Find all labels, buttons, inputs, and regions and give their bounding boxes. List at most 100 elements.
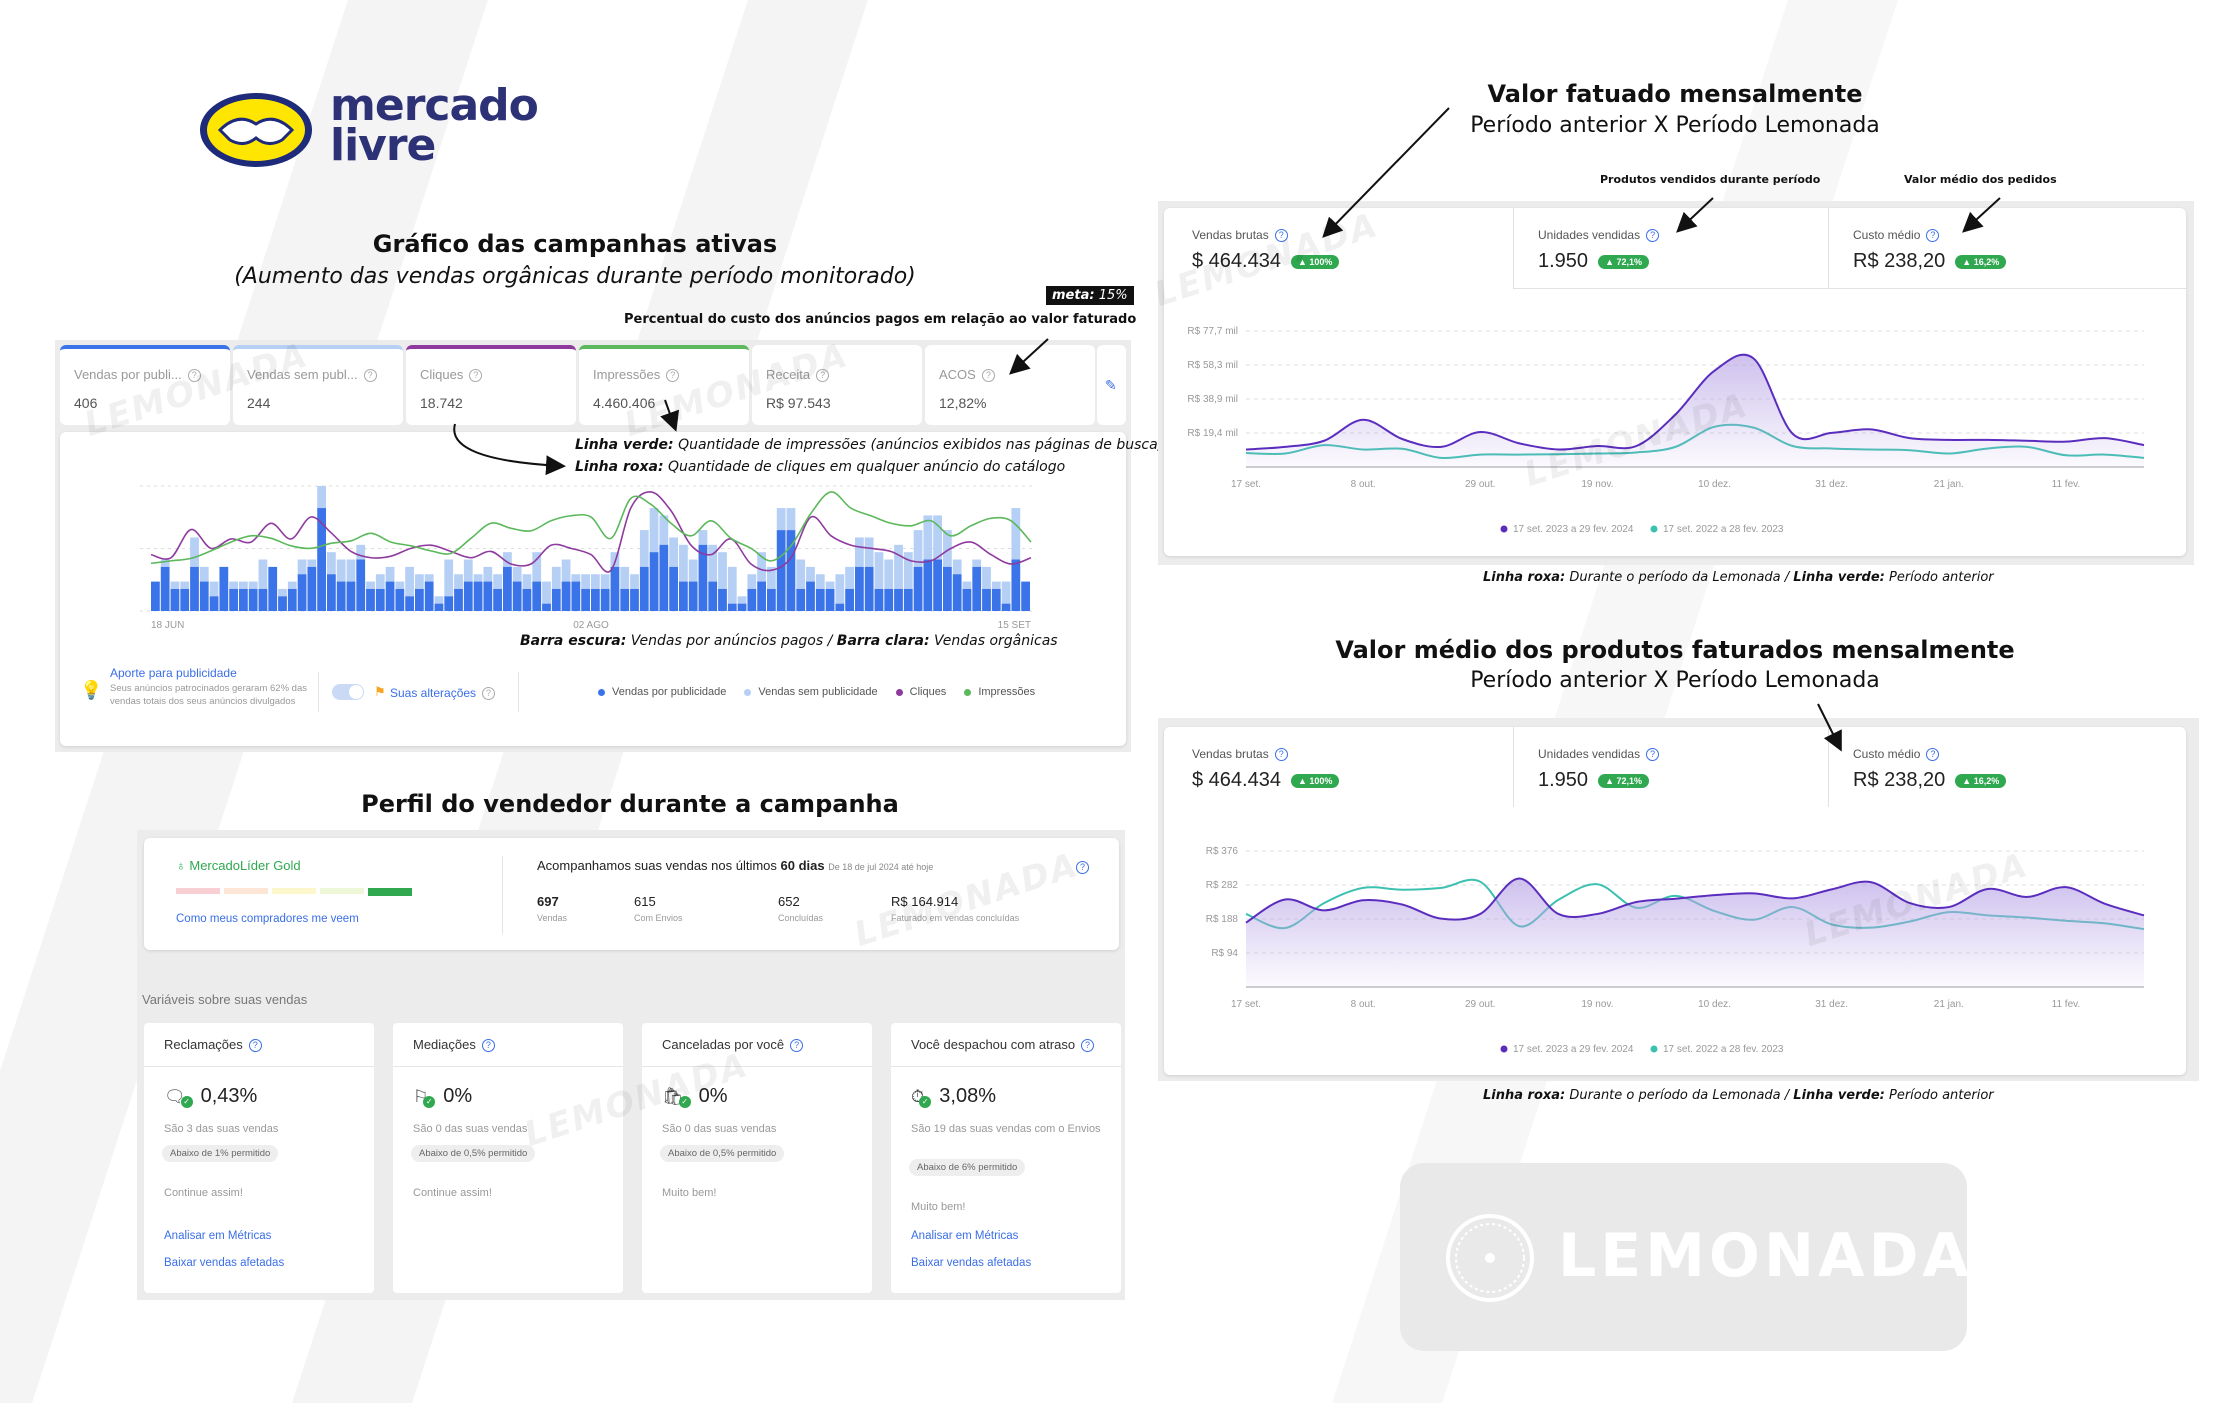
bar-paid [972, 566, 982, 611]
help-icon[interactable]: ? [1274, 748, 1288, 761]
help-icon[interactable]: ? [1926, 229, 1940, 242]
help-icon[interactable]: ? [481, 1039, 495, 1052]
bar-paid [180, 588, 190, 611]
kpi-label: Impressões? [593, 367, 680, 382]
help-icon[interactable]: ? [482, 687, 496, 700]
avg-value-chart: R$ 376 R$ 282 R$ 188 R$ 94 17 set. 8 out. 29 o… [1206, 846, 2145, 1055]
bar-paid [395, 588, 405, 611]
help-icon[interactable]: ? [1274, 229, 1288, 242]
help-icon[interactable]: ? [816, 369, 830, 382]
bar-organic [209, 581, 219, 597]
bar-paid [512, 581, 522, 611]
x-tick-label: 29 out. [1465, 999, 1496, 1010]
legend-item[interactable]: Impressões [964, 686, 1035, 698]
bar-organic [424, 574, 434, 582]
help-icon[interactable]: ? [187, 369, 201, 382]
bar-organic [483, 566, 493, 582]
bar-paid [561, 581, 571, 611]
bar-paid [346, 581, 356, 611]
kpi-card[interactable]: Cliques? 18.742 [406, 345, 576, 425]
legend-item[interactable]: Cliques [895, 686, 946, 698]
analyze-metrics-link[interactable]: Analisar em Métricas [164, 1230, 272, 1242]
reputation-segment [320, 888, 364, 894]
kpi-card[interactable]: Vendas sem publ...? 244 [233, 345, 403, 425]
bar-organic [835, 574, 845, 604]
legend-label: 17 set. 2023 a 29 fev. 2024 [1513, 1044, 1634, 1055]
variable-card: Você despachou com atraso? ⏱ ✓ 3,08% São 19 … [891, 1023, 1121, 1293]
legend-item[interactable]: Vendas por publicidade [598, 686, 726, 698]
bar-organic [463, 559, 473, 582]
bar-organic [297, 559, 307, 575]
avg-title: Valor médio dos produtos faturados mensa… [1335, 636, 2015, 664]
x-tick-label: 8 out. [1351, 479, 1376, 490]
seller-summary-card: ♁ MercadoLíder Gold Como meus compradore… [144, 838, 1119, 950]
bar-organic [649, 508, 659, 553]
bar-organic [727, 566, 737, 604]
kpi-card[interactable]: ACOS? 12,82% [925, 345, 1095, 425]
variable-card-header: Mediações? [393, 1023, 623, 1067]
changes-toggle[interactable] [332, 684, 364, 700]
summary-kpi-label: Unidades vendidas? [1538, 228, 1862, 242]
limit-pill: Abaixo de 6% permitido [909, 1159, 1026, 1176]
bar-paid [600, 588, 610, 611]
legend-item[interactable]: Vendas sem publicidade [744, 686, 878, 698]
aporte-link[interactable]: Aporte para publicidade [110, 666, 237, 680]
seller-stat-label: Faturado em vendas concluídas [891, 913, 1020, 923]
clicks-line [150, 491, 1032, 573]
variable-message: Muito bem! [911, 1201, 966, 1213]
help-icon[interactable]: ? [981, 369, 995, 382]
kpi-card[interactable]: Vendas por publi...? 406 [60, 345, 230, 425]
summary-kpi-value: $ 464.434 [1192, 769, 1281, 791]
mercado-livre-logo: mercado livre [198, 84, 539, 175]
changes-link[interactable]: Suas alterações? [390, 686, 496, 700]
kpi-card[interactable]: Impressões? 4.460.406 [579, 345, 749, 425]
bar-organic [718, 552, 727, 589]
bar-paid [825, 588, 835, 611]
bar-paid [894, 588, 903, 611]
x-tick-label: 8 out. [1351, 999, 1376, 1010]
help-icon[interactable]: ? [1646, 748, 1660, 761]
kpi-value: 18.742 [420, 395, 463, 411]
bar-paid [424, 581, 434, 611]
legend-label: 17 set. 2022 a 28 fev. 2023 [1663, 1044, 1784, 1055]
help-icon[interactable]: ? [1646, 229, 1660, 242]
y-tick-label: R$ 94 [1211, 948, 1238, 959]
variable-value: 0% [443, 1085, 473, 1107]
help-icon[interactable]: ? [790, 1039, 804, 1052]
bar-organic [688, 559, 698, 582]
help-icon[interactable]: ? [469, 369, 483, 382]
seller-stat: 652 Concluídas [778, 894, 823, 923]
tracking-label: Acompanhamos suas vendas nos últimos [537, 858, 781, 873]
variable-card-header: Reclamações? [144, 1023, 374, 1067]
changes-label: Suas alterações [390, 686, 477, 700]
bar-organic [581, 574, 590, 589]
tracking-text: Acompanhamos suas vendas nos últimos 60 … [537, 858, 933, 873]
help-icon[interactable]: ? [363, 369, 377, 382]
x-tick-label: 31 dez. [1815, 999, 1848, 1010]
bar-organic [561, 559, 571, 582]
bar-organic [503, 552, 512, 567]
download-affected-sales-link[interactable]: Baixar vendas afetadas [164, 1257, 285, 1269]
bar-organic [542, 581, 551, 604]
download-affected-sales-link[interactable]: Baixar vendas afetadas [911, 1257, 1032, 1269]
help-icon[interactable]: ? [248, 1039, 262, 1052]
bar-paid [278, 596, 287, 611]
bar-organic [708, 544, 718, 582]
caption-purple-label: Linha roxa: [1483, 570, 1566, 585]
help-icon[interactable]: ? [1926, 748, 1940, 761]
kpi-card[interactable]: Receita? R$ 97.543 [752, 345, 922, 425]
bar-paid [708, 581, 718, 611]
help-icon[interactable]: ? [1076, 861, 1089, 874]
help-icon[interactable]: ? [1081, 1039, 1095, 1052]
summary-kpi-value-row: 1.950 ▲ 72,1% [1538, 250, 1862, 273]
legend-label: 17 set. 2023 a 29 fev. 2024 [1513, 524, 1634, 535]
analyze-metrics-link[interactable]: Analisar em Métricas [911, 1230, 1019, 1242]
help-icon[interactable]: ? [666, 369, 680, 382]
kpi-value: R$ 97.543 [766, 395, 831, 411]
lemonada-sun-icon [1446, 1214, 1534, 1302]
bar-paid [864, 566, 874, 611]
bar-paid [405, 596, 414, 611]
buyers-view-link[interactable]: Como meus compradores me veem [176, 913, 359, 925]
caption-green-text: Período anterior [1884, 570, 1994, 585]
edit-kpis-button[interactable]: ✎ [1097, 345, 1126, 425]
